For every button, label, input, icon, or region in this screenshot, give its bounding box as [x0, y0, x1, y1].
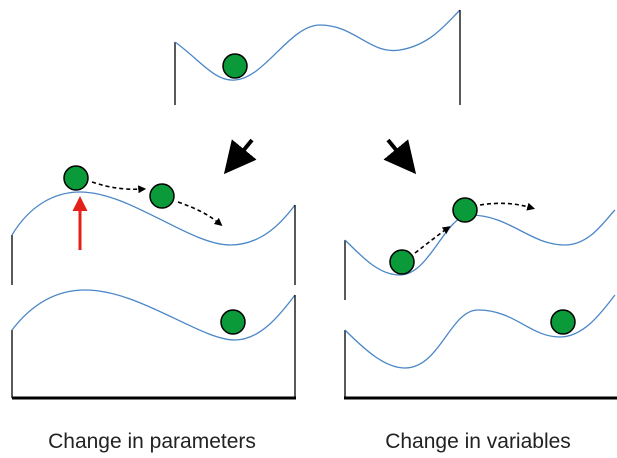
- caption: Change in parameters: [48, 430, 256, 453]
- arrow: [229, 140, 252, 168]
- right-lower-landscape: [344, 295, 617, 398]
- left-lower-landscape: [12, 290, 296, 398]
- caption: Change in variables: [385, 430, 571, 453]
- arrow: [388, 140, 411, 168]
- diagram: Change in parameters Change in variables: [0, 0, 617, 458]
- top-landscape: [175, 10, 460, 105]
- left-upper-landscape: [12, 166, 295, 285]
- right-upper-landscape: [345, 198, 615, 300]
